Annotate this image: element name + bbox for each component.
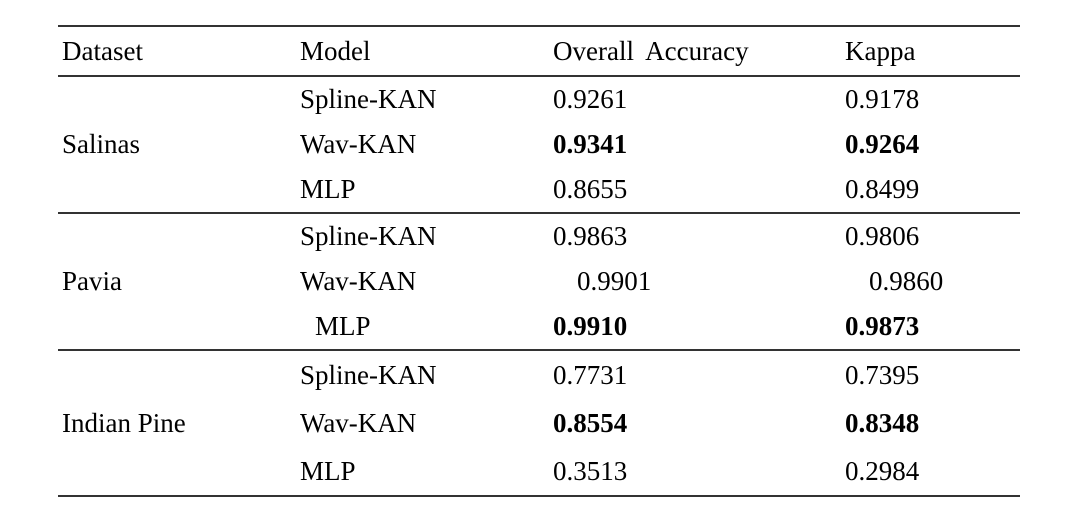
dataset-group-indian-pine: Indian Pine Spline-KAN 0.7731 0.7395 Wav… (58, 350, 1020, 496)
model-cell: Wav-KAN (300, 129, 417, 159)
kappa-cell: 0.8499 (845, 174, 920, 204)
model-cell: MLP (315, 311, 371, 341)
table-row: MLP 0.8655 0.8499 (58, 167, 1020, 213)
overall-accuracy-cell: 0.9341 (553, 129, 628, 159)
table-row: Salinas Spline-KAN 0.9261 0.9178 (58, 76, 1020, 158)
kappa-cell: 0.9264 (845, 129, 920, 159)
table-row: Wav-KAN 0.9901 0.9860 (58, 259, 1020, 304)
table-row: MLP 0.3513 0.2984 (58, 447, 1020, 496)
model-cell: MLP (300, 455, 356, 486)
table-row: Indian Pine Spline-KAN 0.7731 0.7395 (58, 350, 1020, 436)
overall-accuracy-cell: 0.9901 (577, 266, 652, 296)
table-row: Pavia Spline-KAN 0.9863 0.9806 (58, 213, 1020, 295)
column-header-overall-accuracy: Overall Accuracy (553, 35, 749, 66)
kappa-cell: 0.9178 (845, 84, 920, 114)
model-cell: Spline-KAN (300, 84, 437, 114)
overall-accuracy-cell: 0.8554 (553, 407, 628, 438)
table-row: MLP 0.9910 0.9873 (58, 304, 1020, 350)
model-cell: Wav-KAN (300, 407, 417, 438)
kappa-cell: 0.9860 (869, 266, 944, 296)
kappa-cell: 0.8348 (845, 407, 920, 438)
table-row: Wav-KAN 0.9341 0.9264 (58, 122, 1020, 167)
overall-accuracy-cell: 0.3513 (553, 455, 628, 486)
table-header: Dataset Model Overall Accuracy Kappa (58, 26, 1020, 76)
kappa-cell: 0.2984 (845, 455, 920, 486)
table-row: Wav-KAN 0.8554 0.8348 (58, 399, 1020, 447)
kappa-cell: 0.7395 (845, 359, 920, 390)
model-cell: Spline-KAN (300, 359, 437, 390)
model-cell: MLP (300, 174, 356, 204)
dataset-cell: Pavia (62, 266, 122, 296)
dataset-group-salinas: Salinas Spline-KAN 0.9261 0.9178 Wav-KAN… (58, 76, 1020, 213)
kappa-cell: 0.9873 (845, 311, 920, 341)
header-row: Dataset Model Overall Accuracy Kappa (58, 26, 1020, 76)
overall-accuracy-cell: 0.9261 (553, 84, 628, 114)
dataset-cell: Salinas (62, 129, 140, 159)
overall-accuracy-cell: 0.9910 (553, 311, 628, 341)
overall-accuracy-cell: 0.7731 (553, 359, 628, 390)
results-table-container: Dataset Model Overall Accuracy Kappa Sal… (58, 25, 1020, 497)
dataset-group-pavia: Pavia Spline-KAN 0.9863 0.9806 Wav-KAN 0… (58, 213, 1020, 350)
overall-accuracy-cell: 0.9863 (553, 221, 628, 251)
model-cell: Spline-KAN (300, 221, 437, 251)
column-header-dataset: Dataset (62, 35, 143, 66)
results-table: Dataset Model Overall Accuracy Kappa Sal… (58, 25, 1020, 497)
kappa-cell: 0.9806 (845, 221, 920, 251)
model-cell: Wav-KAN (300, 266, 417, 296)
overall-accuracy-cell: 0.8655 (553, 174, 628, 204)
column-header-kappa: Kappa (845, 35, 916, 66)
dataset-cell: Indian Pine (62, 407, 186, 438)
column-header-model: Model (300, 35, 371, 66)
